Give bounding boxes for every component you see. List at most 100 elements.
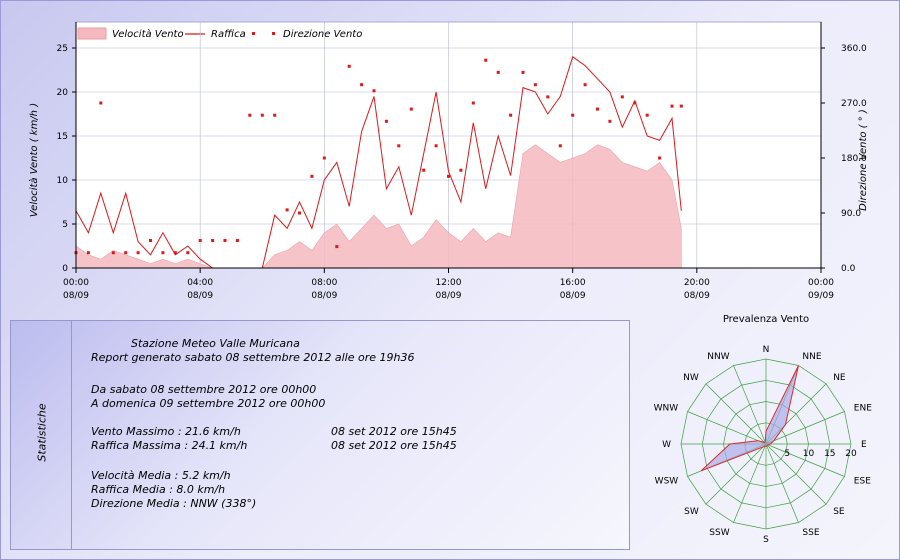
x-tick-label-date: 08/09 xyxy=(63,291,89,301)
gust-line xyxy=(75,55,682,269)
rose-spoke xyxy=(687,411,767,445)
direction-point xyxy=(409,107,413,111)
rose-direction-label: W xyxy=(662,440,671,450)
y2-tick-label: 270.0 xyxy=(841,99,867,109)
x-tick-label-time: 20:00 xyxy=(684,278,710,288)
rose-direction-label: S xyxy=(763,535,769,545)
rose-spoke xyxy=(765,443,827,505)
rose-direction-label: SSE xyxy=(802,528,819,538)
direction-point xyxy=(298,211,301,215)
direction-point xyxy=(273,113,277,117)
station-name: Stazione Meteo Valle Muricana xyxy=(131,337,300,350)
rose-direction-label: NNW xyxy=(707,352,729,362)
y-tick-label: 25 xyxy=(57,44,68,54)
x-tick-label-time: 16:00 xyxy=(560,278,586,288)
legend-swatch-direction-2 xyxy=(272,32,275,35)
y-tick-label: 20 xyxy=(57,88,69,98)
wind-rose-title: Prevalenza Vento xyxy=(723,314,809,325)
direction-point xyxy=(347,64,351,68)
speed-area xyxy=(75,144,682,269)
rose-direction-label: SW xyxy=(684,507,699,517)
rose-spoke xyxy=(705,383,767,445)
statistics-side-label: Statistiche xyxy=(35,403,49,462)
x-tick-label-date: 08/09 xyxy=(684,291,710,301)
rose-spoke xyxy=(765,443,799,523)
direction-point xyxy=(111,251,115,255)
max-wind: Vento Massimo : 21.6 km/h xyxy=(91,425,241,438)
y-tick-label: 0 xyxy=(62,264,68,274)
direction-point xyxy=(86,251,90,255)
rose-direction-label: ESE xyxy=(854,476,871,486)
direction-point xyxy=(521,70,525,74)
direction-point xyxy=(322,156,326,160)
rose-data-polygon xyxy=(700,365,799,472)
max-wind-time: 08 set 2012 ore 15h45 xyxy=(331,425,457,438)
direction-point xyxy=(533,83,537,87)
rose-direction-label: SSW xyxy=(709,528,729,538)
y2-tick-label: 90.0 xyxy=(841,209,861,219)
direction-point xyxy=(211,239,215,242)
direction-point xyxy=(596,107,599,111)
rose-direction-label: NW xyxy=(683,373,699,383)
chart-legend: Velocità Vento Raffica Direzione Vento xyxy=(77,27,362,40)
direction-point xyxy=(335,245,339,249)
y2-axis-title: Direzione Vento ( ° ) xyxy=(858,109,869,211)
x-tick-label-time: 00:00 xyxy=(63,278,89,288)
avg-wind: Velocità Media : 5.2 km/h xyxy=(91,469,231,482)
rose-direction-label: NE xyxy=(833,373,846,383)
rose-spoke xyxy=(765,443,845,477)
rose-direction-label: N xyxy=(763,345,770,355)
direction-point xyxy=(248,113,252,117)
direction-point xyxy=(235,239,239,242)
rose-direction-label: WNW xyxy=(654,404,679,414)
direction-point xyxy=(360,83,364,87)
report-generated: Report generato sabato 08 settembre 2012… xyxy=(91,351,415,364)
direction-point xyxy=(434,144,438,148)
y2-tick-label: 360.0 xyxy=(841,44,867,54)
direction-point xyxy=(633,101,637,105)
y2-tick-label: 0.0 xyxy=(841,264,856,274)
direction-point xyxy=(372,89,376,93)
x-tick-label-time: 00:00 xyxy=(808,278,834,288)
x-tick-label-time: 08:00 xyxy=(311,278,337,288)
direction-point xyxy=(679,104,683,108)
direction-point xyxy=(608,119,612,123)
rose-radial-label: 5 xyxy=(784,449,790,459)
avg-direction: Direzione Media : NNW (338°) xyxy=(91,497,257,510)
direction-point xyxy=(546,95,550,99)
wind-timeseries-chart: Velocità Vento Raffica Direzione Vento 0… xyxy=(28,21,869,301)
y-tick-label: 10 xyxy=(57,176,69,186)
wind-rose-chart: Prevalenza Vento N NNE NE ENE E ESE SE SSE S SSW S… xyxy=(654,314,873,545)
direction-point xyxy=(583,83,587,87)
direction-point xyxy=(384,119,388,123)
max-gust: Raffica Massima : 24.1 km/h xyxy=(91,439,248,452)
y-tick-label: 5 xyxy=(62,220,68,230)
direction-point xyxy=(447,174,450,178)
direction-point xyxy=(459,168,463,172)
direction-point xyxy=(509,113,513,117)
direction-point xyxy=(136,251,140,255)
direction-point xyxy=(496,70,500,74)
rose-spoke xyxy=(765,411,845,445)
rose-spoke xyxy=(733,365,767,445)
period-to: A domenica 09 settembre 2012 ore 00h00 xyxy=(91,397,326,410)
direction-point xyxy=(173,251,177,255)
direction-point xyxy=(645,113,649,117)
direction-point xyxy=(124,251,128,255)
direction-point xyxy=(471,101,475,105)
y-tick-label: 15 xyxy=(57,132,68,142)
statistics-side-tab: Statistiche xyxy=(11,321,72,549)
x-tick-label-date: 08/09 xyxy=(436,291,462,301)
direction-point xyxy=(285,208,289,212)
rose-radial-label: 10 xyxy=(803,449,815,459)
rose-direction-label: ENE xyxy=(854,404,872,414)
direction-point xyxy=(186,251,190,255)
x-tick-label-date: 08/09 xyxy=(560,291,586,301)
direction-point xyxy=(397,144,401,148)
avg-gust: Raffica Media : 8.0 km/h xyxy=(91,483,226,496)
direction-point xyxy=(99,101,103,105)
direction-point xyxy=(223,239,227,242)
x-tick-label-time: 04:00 xyxy=(187,278,213,288)
rose-spoke xyxy=(705,443,767,505)
x-tick-label-date: 09/09 xyxy=(808,291,834,301)
